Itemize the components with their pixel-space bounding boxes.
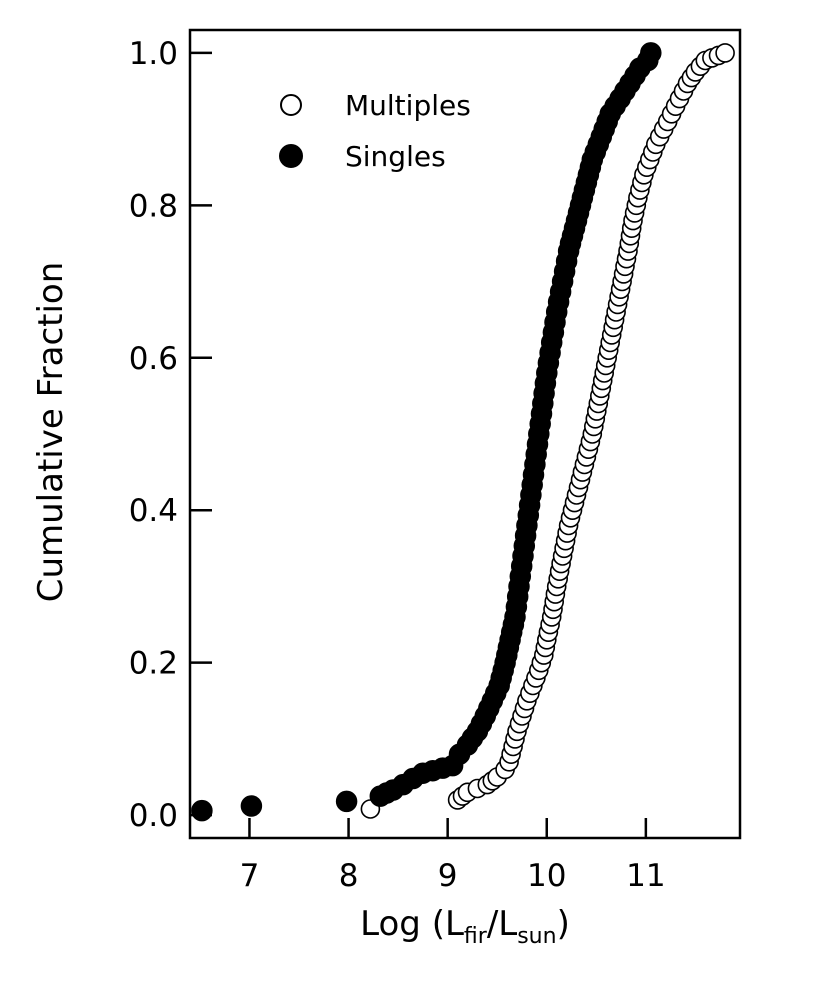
plot-frame xyxy=(188,28,742,840)
data-point xyxy=(640,42,662,64)
x-axis: 7 8 9 10 11 xyxy=(240,818,666,894)
y-tick-label: 0.0 xyxy=(129,798,178,834)
y-tick-label: 0.2 xyxy=(129,646,178,682)
y-axis: 0.0 0.2 0.4 0.6 0.8 1.0 xyxy=(129,36,212,834)
x-tick-label: 9 xyxy=(438,858,458,894)
y-tick-label: 0.8 xyxy=(129,188,178,224)
legend-marker-singles xyxy=(279,144,303,168)
x-axis-title-sub1: fir xyxy=(464,924,488,949)
series-multiples xyxy=(360,43,735,819)
x-tick-label: 11 xyxy=(626,858,665,894)
x-tick-label: 8 xyxy=(339,858,359,894)
y-tick-label: 1.0 xyxy=(129,36,178,72)
x-tick-label: 7 xyxy=(240,858,260,894)
x-axis-title-mid: /L xyxy=(487,904,517,944)
data-point xyxy=(715,43,735,63)
x-axis-title-main: Log (L xyxy=(360,904,464,944)
x-tick-label: 10 xyxy=(527,858,566,894)
data-point xyxy=(335,790,358,813)
x-axis-title-sub2: sun xyxy=(517,924,556,949)
data-point xyxy=(191,799,213,822)
legend-label-multiples: Multiples xyxy=(345,89,471,122)
legend: Multiples Singles xyxy=(279,89,471,173)
legend-marker-multiples xyxy=(280,94,302,116)
data-point xyxy=(240,795,263,817)
legend-label-singles: Singles xyxy=(345,140,446,173)
x-axis-title: Log (Lfir/Lsun) xyxy=(360,904,570,949)
y-axis-title: Cumulative Fraction xyxy=(31,262,71,603)
x-axis-title-end: ) xyxy=(557,904,570,944)
y-tick-label: 0.6 xyxy=(129,341,178,377)
y-tick-label: 0.4 xyxy=(129,493,178,529)
series-singles xyxy=(191,42,662,822)
series-layer xyxy=(191,42,735,822)
